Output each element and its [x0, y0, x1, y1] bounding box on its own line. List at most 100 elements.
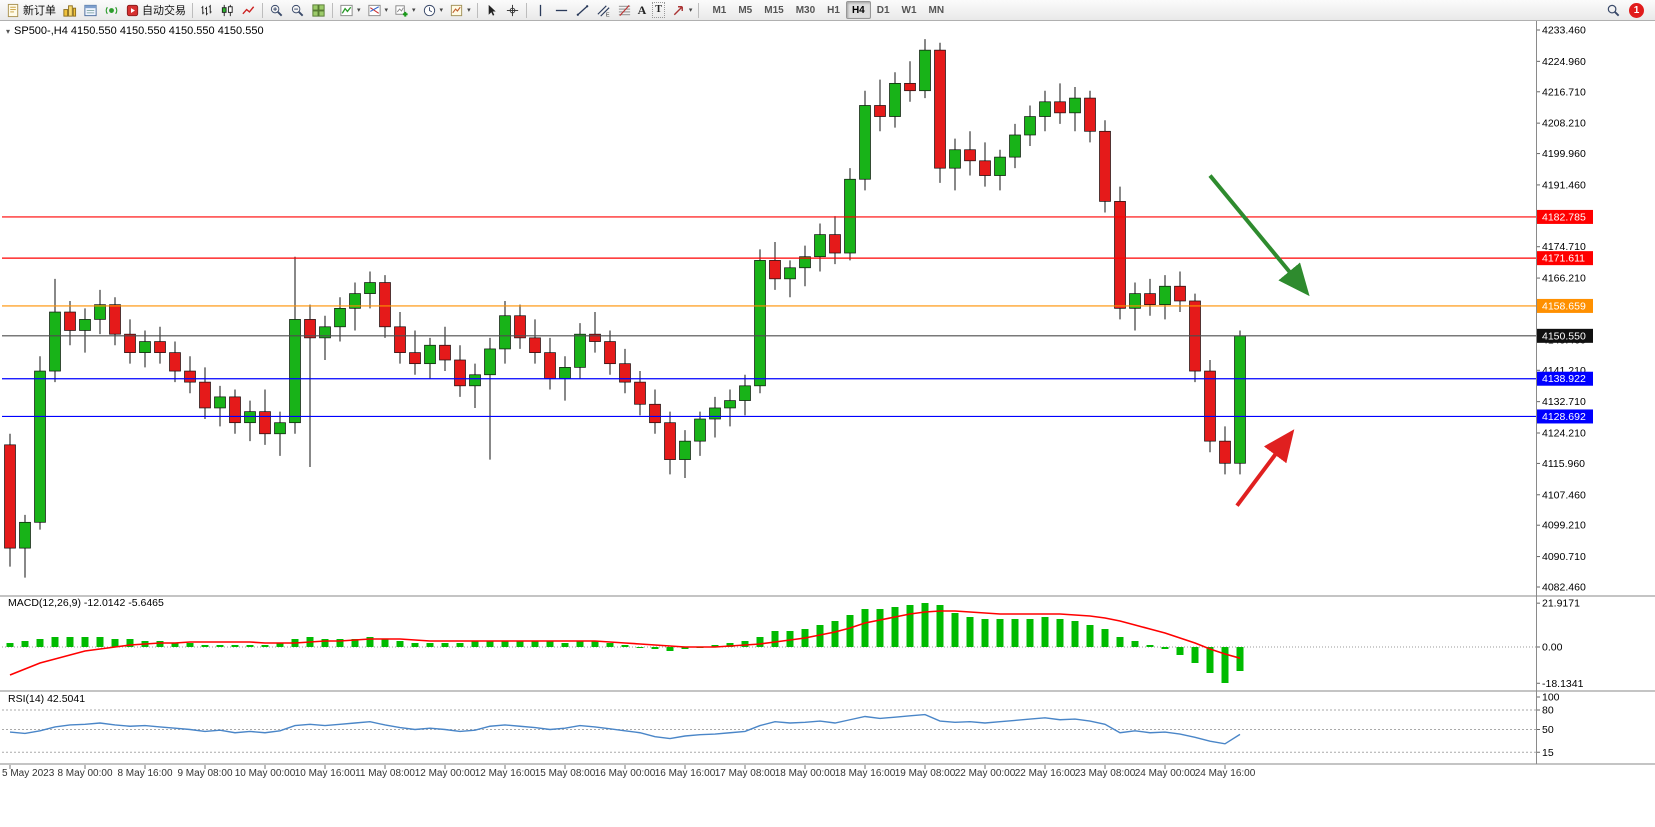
timeframe-h1-button[interactable]: H1 — [827, 4, 840, 16]
cursor-icon — [488, 4, 496, 16]
svg-text:16 May 16:00: 16 May 16:00 — [655, 768, 716, 779]
toolbar-separator — [476, 2, 478, 18]
svg-text:24 May 16:00: 24 May 16:00 — [1195, 768, 1256, 779]
rsi-label: RSI(14) 42.5041 — [8, 693, 86, 705]
svg-text:4224.960: 4224.960 — [1542, 56, 1586, 68]
auto-trading-button[interactable]: 自动交易 — [122, 1, 189, 20]
period-menu-icon — [423, 4, 435, 16]
new-chart-icon — [395, 4, 408, 17]
crosshair-button[interactable] — [502, 1, 523, 20]
market-watch-icon — [63, 4, 77, 17]
timeframe-m1-button[interactable]: M1 — [712, 4, 727, 16]
objects-list-icon — [367, 4, 381, 16]
candlestick-chart-button[interactable] — [217, 1, 238, 20]
template-button[interactable]: ▾ — [446, 1, 474, 20]
notification-badge[interactable]: 1 — [1629, 2, 1644, 18]
svg-text:80: 80 — [1542, 705, 1554, 717]
timeframe-mn-button[interactable]: MN — [928, 4, 945, 16]
line-chart-button[interactable] — [238, 1, 259, 20]
chevron-down-icon: ▾ — [688, 7, 693, 14]
svg-text:0.00: 0.00 — [1542, 642, 1563, 654]
toolbar-separator — [332, 2, 333, 18]
svg-text:23 May 08:00: 23 May 08:00 — [1075, 768, 1136, 779]
template-icon — [450, 4, 463, 16]
horizontal-line-icon — [555, 9, 567, 11]
timeframe-m30-button[interactable]: M30 — [795, 4, 816, 16]
svg-text:22 May 00:00: 22 May 00:00 — [955, 768, 1016, 779]
line-chart-icon — [242, 5, 255, 14]
svg-text:4208.210: 4208.210 — [1542, 118, 1586, 130]
search-button[interactable] — [1603, 1, 1624, 20]
arrow-tools-icon — [673, 5, 683, 15]
timeframe-m15-button[interactable]: M15 — [764, 4, 784, 16]
timeframe-w1-button[interactable]: W1 — [901, 4, 917, 16]
chart-menu-icon[interactable]: ▾ — [6, 26, 11, 36]
market-watch-button[interactable] — [59, 1, 80, 20]
svg-text:4171.611: 4171.611 — [1542, 253, 1585, 265]
tile-windows-icon — [312, 3, 325, 17]
zoom-out-button[interactable] — [287, 1, 308, 20]
svg-text:4128.692: 4128.692 — [1542, 411, 1586, 423]
svg-text:16 May 00:00: 16 May 00:00 — [595, 768, 656, 779]
chevron-down-icon: ▾ — [357, 7, 361, 14]
trendline-button[interactable] — [572, 1, 593, 20]
svg-text:8 May 00:00: 8 May 00:00 — [57, 768, 112, 779]
period-menu-button[interactable]: ▾ — [419, 1, 447, 20]
svg-text:E: E — [605, 12, 609, 17]
svg-text:4138.922: 4138.922 — [1542, 373, 1586, 385]
svg-text:4132.710: 4132.710 — [1542, 396, 1586, 408]
svg-text:4216.710: 4216.710 — [1542, 86, 1586, 98]
chart-canvas[interactable]: 4233.460 4224.960 4216.710 4208.210 4199.960… — [0, 21, 1655, 827]
svg-text:22 May 16:00: 22 May 16:00 — [1015, 768, 1076, 779]
bar-chart-button[interactable] — [196, 1, 217, 20]
svg-text:-18.1341: -18.1341 — [1542, 678, 1584, 690]
svg-text:4199.960: 4199.960 — [1542, 148, 1586, 160]
channel-button[interactable]: E — [593, 1, 614, 20]
text-label-button[interactable]: T — [649, 1, 668, 20]
svg-text:24 May 00:00: 24 May 00:00 — [1135, 768, 1196, 779]
svg-text:10 May 16:00: 10 May 16:00 — [295, 768, 356, 779]
svg-text:21.9171: 21.9171 — [1542, 598, 1580, 610]
text-label-icon: T — [652, 2, 665, 18]
fibonacci-icon — [618, 4, 630, 16]
chart-title-bar: ▾ SP500-,H4 4150.550 4150.550 4150.550 4… — [6, 25, 264, 37]
svg-text:5 May 2023: 5 May 2023 — [2, 768, 55, 779]
vertical-line-icon — [539, 4, 541, 16]
navigator-icon — [105, 6, 118, 14]
bar-chart-icon — [201, 4, 212, 15]
indicators-icon — [340, 4, 353, 16]
cursor-button[interactable] — [481, 1, 502, 20]
new-order-button[interactable]: 新订单 — [3, 1, 59, 20]
svg-text:4090.710: 4090.710 — [1542, 551, 1586, 563]
chevron-down-icon: ▾ — [439, 7, 444, 14]
svg-text:4182.785: 4182.785 — [1542, 211, 1586, 223]
objects-list-button[interactable]: ▾ — [364, 1, 392, 20]
horizontal-line-button[interactable] — [551, 1, 572, 20]
indicators-button[interactable]: ▾ — [336, 1, 364, 20]
tile-windows-button[interactable] — [308, 1, 329, 20]
navigator-button[interactable] — [101, 1, 122, 20]
timeframe-m5-button[interactable]: M5 — [738, 4, 753, 16]
chevron-down-icon: ▾ — [412, 7, 416, 14]
trendline-icon — [576, 4, 588, 16]
text-button[interactable]: A — [635, 1, 650, 20]
toolbar-separator — [262, 2, 263, 18]
arrow-tools-button[interactable]: ▾ — [668, 1, 696, 20]
timeframe-h4-button[interactable]: H4 — [845, 1, 871, 19]
svg-text:4107.460: 4107.460 — [1542, 489, 1586, 501]
toolbar-separator — [192, 2, 193, 18]
data-window-button[interactable] — [80, 1, 101, 20]
new-chart-button[interactable]: ▾ — [391, 1, 419, 20]
timeframe-d1-button[interactable]: D1 — [876, 4, 890, 16]
search-icon — [1607, 4, 1620, 16]
zoom-out-icon — [291, 4, 304, 16]
vertical-line-button[interactable] — [530, 1, 551, 20]
new-order-icon — [7, 3, 19, 17]
data-window-icon — [84, 4, 97, 16]
svg-text:100: 100 — [1542, 692, 1560, 704]
svg-text:4099.210: 4099.210 — [1542, 520, 1586, 532]
svg-text:10 May 00:00: 10 May 00:00 — [235, 768, 296, 779]
fibonacci-button[interactable] — [614, 1, 635, 20]
svg-text:11 May 08:00: 11 May 08:00 — [355, 768, 415, 779]
zoom-in-button[interactable] — [266, 1, 287, 20]
